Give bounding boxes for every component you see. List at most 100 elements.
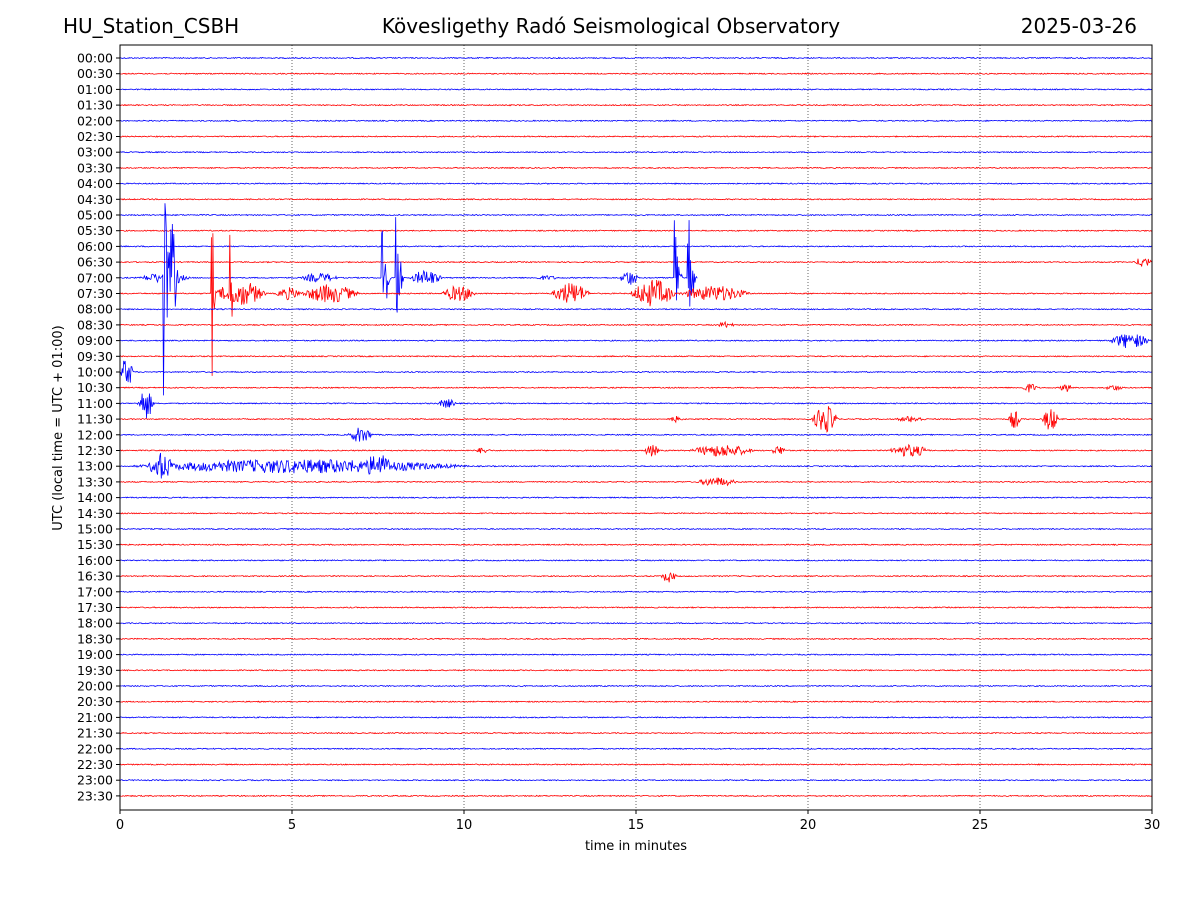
y-tick-label: 06:30 [77, 255, 113, 270]
vertical-grid [291, 45, 981, 810]
y-tick-label: 04:30 [77, 192, 113, 207]
y-tick-label: 00:00 [77, 51, 113, 66]
y-tick-label: 19:00 [77, 647, 113, 662]
trace-1330 [119, 477, 1153, 487]
x-tick-label: 15 [628, 818, 645, 833]
y-tick-label: 19:30 [77, 663, 113, 678]
trace-1830 [119, 637, 1153, 641]
trace-0100 [119, 88, 1153, 91]
y-tick-label: 20:00 [77, 679, 113, 694]
y-tick-label: 08:30 [77, 317, 113, 332]
y-tick-label: 03:30 [77, 160, 113, 175]
y-tick-label: 23:00 [77, 773, 113, 788]
trace-0700 [119, 203, 698, 396]
trace-0500 [119, 213, 1153, 217]
station-name: HU_Station_CSBH [63, 14, 240, 38]
trace-0430 [119, 198, 1153, 201]
trace-0030 [119, 72, 1153, 75]
trace-1230 [119, 443, 1153, 457]
trace-1300 [119, 452, 1153, 479]
y-tick-label: 10:00 [77, 365, 113, 380]
trace-1200 [119, 427, 1153, 442]
trace-0730 [119, 233, 1153, 376]
x-tick-label: 20 [800, 818, 817, 833]
trace-0530 [119, 229, 1153, 232]
trace-1030 [119, 383, 1153, 393]
trace-1730 [119, 606, 1153, 609]
y-tick-label: 17:30 [77, 600, 113, 615]
y-tick-label: 17:00 [77, 584, 113, 599]
y-tick-label: 12:00 [77, 427, 113, 442]
trace-2200 [119, 747, 1153, 751]
y-tick-label: 02:30 [77, 129, 113, 144]
trace-1630 [120, 572, 1153, 583]
x-tick-label: 25 [972, 818, 989, 833]
trace-2230 [119, 763, 1153, 766]
seismic-traces [119, 56, 1153, 798]
y-tick-label: 09:00 [77, 333, 113, 348]
trace-1400 [119, 496, 1153, 499]
plot-date: 2025-03-26 [1020, 14, 1137, 38]
y-axis-ticks: 00:0000:3001:0001:3002:0002:3003:0003:30… [77, 51, 120, 803]
trace-1500 [119, 527, 1153, 531]
y-tick-label: 21:30 [77, 726, 113, 741]
trace-2000 [119, 684, 1153, 688]
y-tick-label: 07:00 [77, 270, 113, 285]
trace-2030 [119, 700, 1153, 703]
x-tick-label: 10 [456, 818, 473, 833]
trace-0830 [119, 320, 1153, 329]
y-tick-label: 23:30 [77, 788, 113, 803]
y-tick-label: 03:00 [77, 145, 113, 160]
y-tick-label: 05:30 [77, 223, 113, 238]
y-tick-label: 21:00 [77, 710, 113, 725]
trace-1530 [119, 543, 1153, 546]
trace-1930 [119, 669, 1153, 672]
trace-2100 [119, 716, 1153, 719]
trace-1430 [119, 512, 1153, 515]
trace-2300 [119, 779, 1153, 782]
y-tick-label: 20:30 [77, 694, 113, 709]
trace-0600 [119, 245, 1153, 248]
x-axis-ticks: 0 5 10 15 20 25 30 [116, 810, 1160, 833]
trace-0230 [119, 135, 1153, 138]
y-tick-label: 22:30 [77, 757, 113, 772]
y-tick-label: 02:00 [77, 113, 113, 128]
trace-1600 [119, 559, 1153, 562]
trace-0800 [119, 307, 1153, 311]
trace-0400 [119, 182, 1153, 185]
y-tick-label: 16:30 [77, 569, 113, 584]
trace-1800 [119, 621, 1153, 625]
y-tick-label: 06:00 [77, 239, 113, 254]
y-tick-label: 11:30 [77, 412, 113, 427]
trace-1700 [119, 590, 1153, 593]
y-tick-label: 15:00 [77, 522, 113, 537]
y-tick-label: 18:30 [77, 631, 113, 646]
trace-0930 [119, 355, 1153, 358]
x-tick-label: 30 [1144, 818, 1161, 833]
y-tick-label: 14:30 [77, 506, 113, 521]
y-tick-label: 13:30 [77, 474, 113, 489]
y-tick-label: 15:30 [77, 537, 113, 552]
trace-0630 [119, 258, 1153, 267]
trace-1100 [119, 393, 1153, 419]
y-tick-label: 07:30 [77, 286, 113, 301]
y-tick-label: 13:00 [77, 459, 113, 474]
y-tick-label: 09:30 [77, 349, 113, 364]
trace-1000 [119, 360, 1153, 383]
observatory-title: Kövesligethy Radó Seismological Observat… [381, 14, 841, 38]
trace-0300 [119, 150, 1153, 154]
trace-0900 [119, 334, 1153, 349]
x-tick-label: 0 [116, 818, 124, 833]
y-tick-label: 00:30 [77, 66, 113, 81]
trace-0130 [119, 103, 1153, 107]
trace-1130 [119, 406, 1153, 433]
y-tick-label: 10:30 [77, 380, 113, 395]
x-tick-label: 5 [288, 818, 296, 833]
y-tick-label: 12:30 [77, 443, 113, 458]
trace-2130 [119, 731, 1153, 735]
y-tick-label: 11:00 [77, 396, 113, 411]
trace-1900 [119, 653, 1153, 656]
trace-2330 [119, 794, 1153, 798]
